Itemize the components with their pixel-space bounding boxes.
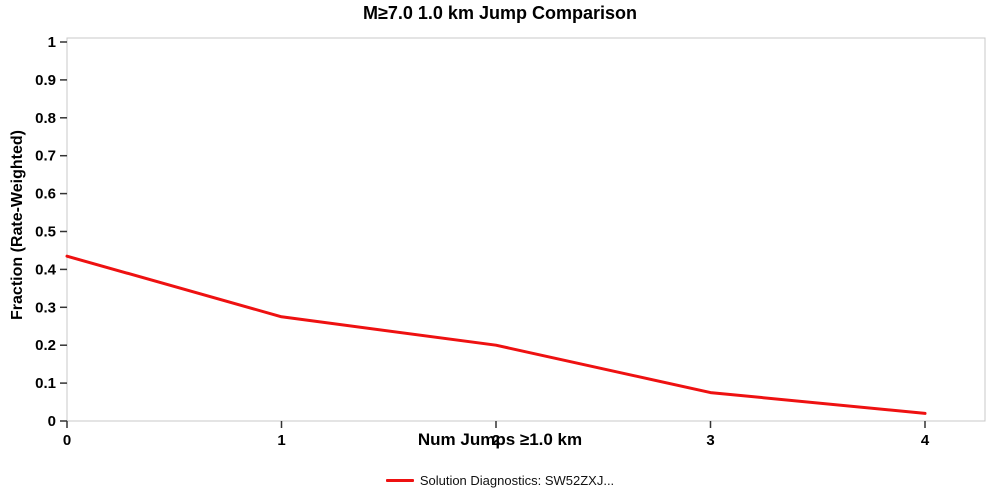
x-tick-label: 4 (921, 432, 930, 449)
x-axis-label: Num Jumps ≥1.0 km (417, 430, 583, 449)
y-tick-label: 0 (48, 413, 56, 430)
plot-border (66, 37, 986, 422)
y-tick-label: 0.8 (35, 110, 56, 127)
legend: Solution Diagnostics: SW52ZXJ... (0, 473, 1000, 488)
y-tick-label: 0.6 (35, 186, 56, 203)
chart-title: M≥7.0 1.0 km Jump Comparison (363, 3, 637, 23)
y-tick-label: 0.7 (35, 148, 56, 165)
y-tick-label: 0.4 (35, 261, 57, 278)
x-tick-label: 2 (492, 432, 500, 449)
y-tick-label: 0.5 (35, 224, 56, 241)
y-axis-label: Fraction (Rate-Weighted) (9, 130, 26, 320)
y-tick-label: 0.2 (35, 337, 56, 354)
y-tick-label: 0.1 (35, 375, 56, 392)
series-line (65, 254, 927, 415)
legend-label: Solution Diagnostics: SW52ZXJ... (419, 473, 615, 488)
y-tick-label: 1 (48, 34, 56, 51)
y-tick-label: 0.3 (35, 299, 56, 316)
x-tick-label: 1 (277, 432, 285, 449)
legend-line-swatch (385, 479, 414, 482)
y-tick-label: 0.9 (35, 72, 56, 89)
x-tick-label: 0 (63, 432, 71, 449)
x-tick-label: 3 (706, 432, 714, 449)
